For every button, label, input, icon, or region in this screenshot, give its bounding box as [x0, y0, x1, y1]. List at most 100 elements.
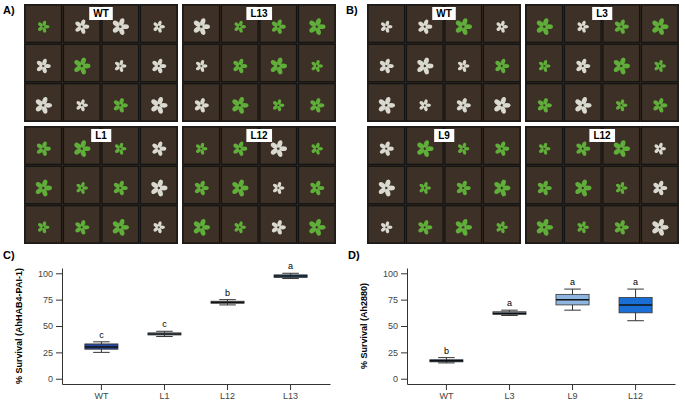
pot — [368, 127, 405, 164]
plant-leaf — [496, 26, 503, 32]
plant-leaf — [658, 180, 664, 188]
plant-leaf — [581, 221, 586, 227]
plant-leaf — [42, 58, 48, 66]
median — [430, 360, 463, 362]
pot — [222, 84, 259, 121]
pot — [222, 166, 259, 203]
photo-label: L1 — [95, 130, 107, 141]
plant-leaf — [423, 220, 429, 228]
whisker-cap-high — [564, 289, 581, 290]
box — [274, 273, 307, 278]
plant-leaf — [456, 104, 464, 111]
median — [148, 333, 181, 335]
pot — [260, 84, 297, 121]
y-axis-line — [62, 269, 63, 385]
plant-leaf — [658, 18, 665, 27]
whisker-cap-high — [627, 289, 644, 290]
y-tick: 50 — [388, 321, 407, 331]
plant-leaf — [231, 187, 240, 195]
plant-leaf — [276, 140, 283, 149]
panel-letter: C) — [3, 249, 15, 261]
box — [556, 289, 589, 310]
y-tick-label: 25 — [43, 348, 53, 358]
significance-letter: a — [633, 277, 638, 287]
plant-leaf — [311, 148, 318, 154]
pot — [526, 44, 563, 81]
y-tick: 75 — [43, 295, 62, 305]
plant-leaf — [37, 26, 44, 32]
x-tick-label: WT — [94, 391, 108, 401]
plant-leaf — [112, 226, 121, 234]
plant-leaf — [620, 182, 625, 188]
pot — [642, 206, 679, 243]
plant-leaf — [456, 187, 464, 194]
plant-leaf — [577, 26, 584, 32]
photo-panel: L1 — [24, 126, 178, 244]
x-tick-mark — [446, 384, 447, 390]
whisker-cap-low — [501, 315, 518, 316]
plant-leaf — [157, 141, 163, 149]
plant-leaf — [652, 104, 660, 111]
plant-leaf — [308, 25, 317, 33]
x-tick: L9 — [568, 384, 578, 401]
plant-leaf — [200, 180, 206, 188]
x-tick-label: L9 — [568, 391, 578, 401]
plant-leaf — [651, 226, 660, 234]
pot — [183, 44, 220, 81]
plant-leaf — [80, 220, 86, 228]
pot — [299, 127, 336, 164]
y-tick: 0 — [48, 374, 62, 384]
plant-leaf — [119, 180, 125, 188]
box — [85, 342, 118, 353]
whisker-cap-low — [219, 304, 236, 305]
box-body — [493, 312, 526, 315]
x-tick-mark — [101, 384, 102, 390]
y-tick: 100 — [383, 269, 407, 279]
pot — [260, 206, 297, 243]
plant-leaf — [461, 18, 468, 27]
plant-leaf — [462, 180, 468, 188]
annotations: baaa — [444, 277, 638, 356]
box — [148, 331, 181, 336]
plant-leaf — [614, 226, 622, 233]
plant-leaf — [500, 141, 506, 149]
plant-leaf — [200, 60, 205, 66]
plant-leaf — [41, 179, 48, 188]
plant-leaf — [309, 104, 317, 111]
whisker-cap-low — [564, 310, 581, 311]
plant-leaf — [238, 141, 244, 149]
plant-leaf — [416, 147, 425, 155]
plant-leaf — [73, 147, 82, 155]
significance-letter: c — [162, 319, 167, 329]
x-axis: WTL3L9L12 — [408, 384, 676, 401]
plant-leaf — [118, 18, 125, 27]
plant-leaf — [41, 96, 48, 105]
plant-leaf — [277, 220, 283, 228]
plant-leaf — [654, 65, 661, 71]
plant-leaf — [311, 65, 318, 71]
pot — [102, 206, 139, 243]
pot — [484, 5, 521, 42]
boxes — [85, 273, 307, 352]
plant-leaf — [385, 58, 391, 66]
pot — [407, 206, 444, 243]
y-tick-mark — [401, 300, 407, 301]
y-tick-label: 75 — [43, 295, 53, 305]
whisker-cap-low — [156, 336, 173, 337]
plant-leaf — [80, 140, 87, 149]
significance-letter: b — [444, 346, 449, 356]
plant-leaf — [114, 65, 121, 71]
panel-letter: D) — [348, 249, 360, 261]
whisker-cap-low — [282, 278, 299, 279]
plant-leaf — [613, 65, 622, 73]
box-body — [274, 275, 307, 278]
plant-leaf — [114, 148, 121, 154]
plant-leaf — [494, 65, 502, 72]
pot — [299, 5, 336, 42]
box — [430, 358, 463, 363]
plant-leaf — [271, 25, 279, 32]
plant-leaf — [113, 187, 121, 194]
pot — [565, 206, 602, 243]
plant-leaf — [234, 26, 241, 32]
y-tick-mark — [401, 326, 407, 327]
